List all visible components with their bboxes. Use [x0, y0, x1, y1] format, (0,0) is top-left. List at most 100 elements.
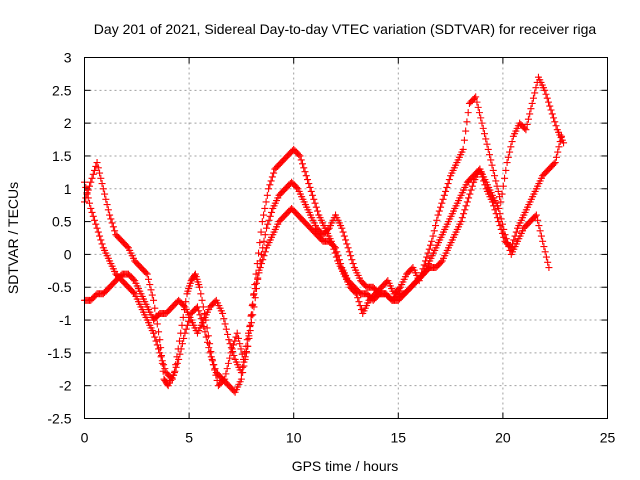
data-point-interp: [450, 233, 458, 241]
data-point-interp: [268, 208, 276, 216]
data-point-interp: [172, 363, 180, 371]
data-point-interp: [84, 194, 92, 202]
data-point-interp: [456, 194, 464, 202]
data-point-interp: [148, 327, 156, 335]
data-point-interp: [152, 337, 160, 345]
data-point-interp: [324, 225, 332, 233]
data-point-interp: [176, 350, 184, 358]
data-point-interp: [179, 313, 187, 321]
x-tick-label: 0: [81, 430, 89, 446]
data-point-interp: [94, 228, 102, 236]
data-point-interp: [274, 194, 282, 202]
data-point-interp: [173, 359, 181, 367]
data-point-interp: [183, 321, 191, 329]
data-point-interp: [101, 190, 109, 198]
data-point-interp: [142, 313, 150, 321]
data-point-interp: [246, 327, 254, 335]
data-point-interp: [548, 110, 556, 118]
data-point-interp: [279, 214, 287, 222]
data-point: [106, 211, 114, 219]
data-point-interp: [464, 109, 472, 117]
data-point-interp: [491, 206, 499, 214]
data-point-interp: [252, 285, 260, 293]
data-point-interp: [349, 260, 357, 268]
data-point-interp: [364, 299, 372, 307]
data-point-interp: [311, 222, 319, 230]
data-point-interp: [266, 181, 274, 189]
data-point-interp: [298, 160, 306, 168]
data-point-interp: [88, 208, 96, 216]
data-point-interp: [323, 227, 331, 235]
data-point-interp: [316, 235, 324, 243]
data-point-interp: [223, 365, 231, 373]
data-point-interp: [204, 338, 212, 346]
data-point-interp: [474, 103, 482, 111]
data-point-interp: [153, 312, 161, 320]
data-point-interp: [456, 220, 464, 228]
data-point: [491, 172, 499, 180]
data-point-interp: [98, 180, 106, 188]
y-tick-label: -2.5: [47, 411, 71, 427]
chart-title: Day 201 of 2021, Sidereal Day-to-day VTE…: [94, 21, 597, 37]
data-point-interp: [436, 260, 444, 268]
y-tick-label: 2.5: [52, 82, 72, 98]
data-point-interp: [229, 348, 237, 356]
data-point-interp: [423, 266, 431, 274]
data-point-interp: [186, 279, 194, 287]
data-point-interp: [462, 202, 470, 210]
data-point-interp: [386, 294, 394, 302]
data-point: [501, 231, 509, 239]
data-point-interp: [460, 210, 468, 218]
data-point-interp: [260, 237, 268, 245]
data-point-interp: [466, 190, 474, 198]
data-point: [87, 178, 95, 186]
data-point-interp: [268, 173, 276, 181]
data-point-interp: [96, 169, 104, 177]
y-tick-label: -0.5: [47, 279, 71, 295]
data-point-interp: [486, 151, 494, 159]
data-point-interp: [198, 319, 206, 327]
data-point-interp: [108, 219, 116, 227]
data-point-interp: [145, 275, 153, 283]
data-point-interp: [293, 183, 301, 191]
y-axis-label: SDTVAR / TECUs: [5, 182, 21, 294]
data-point-interp: [270, 169, 278, 177]
data-point-interp: [89, 212, 97, 220]
data-point-interp: [435, 207, 443, 215]
data-point-interp: [489, 166, 497, 174]
data-point: [528, 99, 536, 107]
data-point-interp: [242, 349, 250, 357]
data-point-interp: [251, 294, 259, 302]
data-point-interp: [504, 153, 512, 161]
y-tick-label: 0: [64, 246, 72, 262]
data-point-interp: [442, 187, 450, 195]
data-point-interp: [527, 105, 535, 113]
data-point-interp: [195, 307, 203, 315]
data-point-interp: [430, 227, 438, 235]
data-point-interp: [437, 233, 445, 241]
data-point-interp: [354, 287, 362, 295]
data-point-interp: [222, 370, 230, 378]
data-point-interp: [348, 256, 356, 264]
data-point-interp: [86, 199, 94, 207]
data-point-interp: [186, 313, 194, 321]
data-point-interp: [423, 253, 431, 261]
data-point-interp: [222, 325, 230, 333]
data-point-interp: [241, 355, 249, 363]
data-point: [244, 342, 252, 350]
data-point-interp: [141, 267, 149, 275]
data-point-interp: [334, 252, 342, 260]
data-point-interp: [444, 180, 452, 188]
data-point-interp: [261, 231, 269, 239]
data-point: [93, 224, 101, 232]
data-point-interp: [97, 174, 105, 182]
data-point-interp: [320, 222, 328, 230]
data-point-interp: [343, 274, 351, 282]
data-point-interp: [122, 281, 130, 289]
data-point: [250, 303, 258, 311]
data-point-interp: [116, 235, 124, 243]
data-point-interp: [539, 84, 547, 92]
data-point-interp: [298, 215, 306, 223]
data-point-interp: [209, 357, 217, 365]
data-point-interp: [142, 269, 150, 277]
